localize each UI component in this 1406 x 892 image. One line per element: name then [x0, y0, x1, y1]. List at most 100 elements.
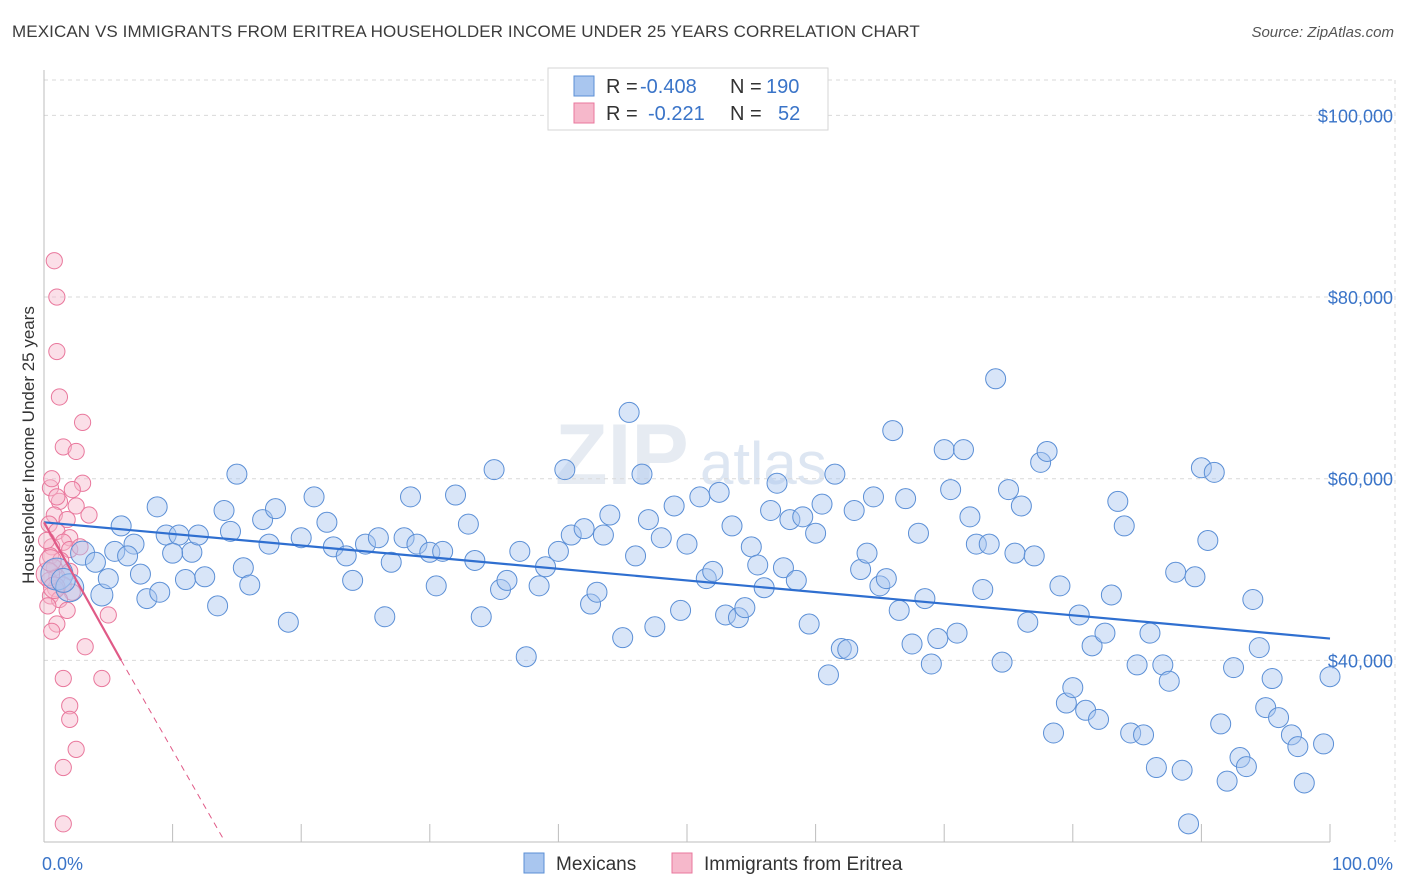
legend-n-label-2: N =	[730, 103, 762, 125]
point-mexicans	[316, 511, 338, 533]
point-mexicans	[644, 616, 666, 638]
point-mexicans	[470, 606, 492, 628]
watermark-zip: ZIP	[555, 407, 689, 503]
point-eritrea	[54, 438, 72, 456]
point-mexicans	[888, 599, 910, 621]
point-mexicans	[432, 540, 454, 562]
point-mexicans	[798, 613, 820, 635]
point-mexicans	[721, 515, 743, 537]
point-mexicans	[1004, 542, 1026, 564]
point-eritrea	[54, 815, 72, 833]
point-mexicans	[123, 533, 145, 555]
point-eritrea	[54, 669, 72, 688]
point-mexicans	[1113, 515, 1135, 537]
point-mexicans	[734, 597, 756, 619]
point-eritrea	[41, 479, 60, 497]
point-mexicans	[772, 557, 794, 579]
x-tick-label-min: 0.0%	[42, 854, 83, 874]
point-mexicans	[895, 488, 917, 510]
point-mexicans	[779, 509, 801, 531]
point-mexicans	[1242, 589, 1264, 611]
point-mexicans	[194, 566, 216, 588]
point-mexicans	[1287, 736, 1309, 758]
point-mexicans	[933, 439, 955, 461]
point-mexicans	[747, 554, 769, 576]
point-mexicans	[342, 569, 364, 591]
bottom-legend-swatch-mexicans	[523, 852, 545, 874]
point-mexicans	[1158, 670, 1180, 692]
point-mexicans	[676, 533, 698, 555]
point-mexicans	[1062, 677, 1084, 699]
point-mexicans	[1107, 490, 1129, 512]
point-mexicans	[708, 481, 730, 503]
trend-eritrea-extension	[120, 660, 225, 841]
point-mexicans	[483, 459, 505, 481]
point-mexicans	[129, 563, 151, 585]
point-eritrea	[93, 669, 111, 688]
point-mexicans	[1184, 566, 1206, 588]
point-mexicans	[367, 527, 389, 549]
point-mexicans	[239, 574, 261, 596]
legend-n-value-2: 52	[778, 103, 800, 125]
point-mexicans	[393, 527, 415, 549]
point-mexicans	[1023, 545, 1045, 567]
series-mexicans-points	[40, 368, 1341, 835]
point-eritrea	[67, 442, 85, 461]
point-mexicans	[117, 545, 139, 567]
point-mexicans	[1171, 759, 1193, 781]
bottom-legend-mexicans: Mexicans	[556, 854, 636, 875]
point-mexicans	[303, 486, 325, 508]
point-mexicans	[1043, 722, 1065, 744]
point-eritrea	[80, 506, 98, 524]
series-eritrea-points	[35, 252, 117, 833]
point-mexicans	[162, 542, 184, 564]
point-mexicans	[805, 522, 827, 544]
point-mexicans	[927, 628, 949, 650]
point-eritrea	[67, 497, 85, 515]
point-mexicans	[875, 568, 897, 590]
point-mexicans	[907, 522, 929, 544]
point-mexicans	[445, 484, 467, 506]
point-mexicans	[837, 638, 859, 660]
point-mexicans	[1081, 635, 1103, 657]
point-mexicans	[702, 560, 724, 582]
watermark: ZIP atlas	[555, 407, 827, 503]
point-eritrea	[61, 710, 79, 728]
point-mexicans	[219, 520, 241, 542]
point-mexicans	[740, 536, 762, 558]
point-mexicans	[554, 459, 576, 481]
point-mexicans	[207, 595, 229, 617]
point-mexicans	[1261, 668, 1283, 690]
x-tick-label-max: 100.0%	[1332, 854, 1393, 874]
point-mexicans	[1248, 637, 1270, 659]
legend-r-label-1: R =	[606, 76, 638, 98]
point-mexicans	[425, 575, 447, 597]
point-mexicans	[1100, 584, 1122, 606]
watermark-atlas: atlas	[700, 430, 827, 497]
point-mexicans	[1190, 457, 1212, 479]
point-mexicans	[920, 653, 942, 675]
point-mexicans	[1203, 461, 1225, 483]
legend-n-value-1: 190	[766, 76, 799, 98]
trend-mexicans	[43, 521, 1331, 640]
point-mexicans	[856, 542, 878, 564]
point-mexicans	[599, 504, 621, 526]
point-mexicans	[946, 622, 968, 644]
point-mexicans	[1030, 451, 1052, 473]
point-mexicans	[110, 515, 132, 537]
bottom-legend-eritrea: Immigrants from Eritrea	[704, 854, 903, 875]
point-mexicans	[830, 638, 852, 660]
point-mexicans	[715, 604, 737, 626]
trend-lines	[43, 521, 1331, 841]
point-mexicans	[766, 472, 788, 494]
point-mexicans	[90, 583, 114, 607]
legend: R = -0.408 N = 190 R = -0.221 N = 52	[547, 67, 829, 131]
point-mexicans	[1313, 733, 1335, 755]
point-mexicans	[264, 498, 286, 520]
point-mexicans	[1036, 440, 1058, 462]
point-mexicans	[1126, 654, 1148, 676]
point-mexicans	[850, 559, 872, 581]
point-eritrea	[45, 252, 63, 270]
point-eritrea	[67, 740, 85, 758]
point-mexicans	[901, 633, 923, 655]
